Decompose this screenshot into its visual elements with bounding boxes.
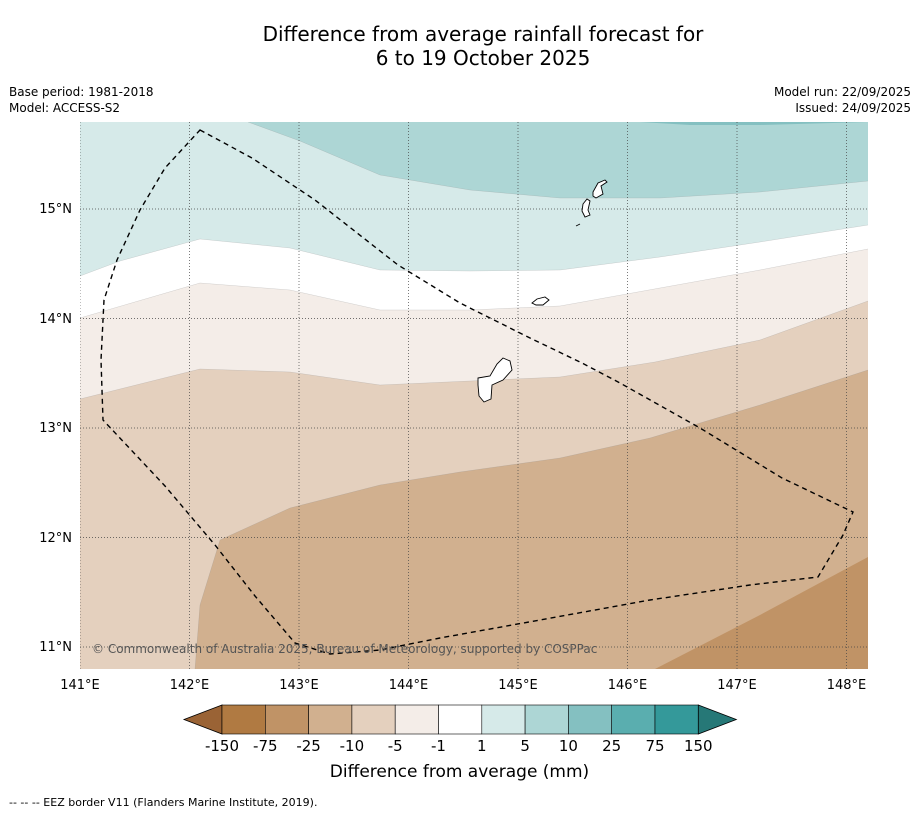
colorbar-tick-label: 1: [477, 737, 487, 755]
colorbar-tick-label: -1: [431, 737, 446, 755]
gridlines: [80, 122, 868, 669]
x-tick-label: 141°E: [60, 678, 100, 693]
colorbar-tick-label: -5: [388, 737, 403, 755]
colorbar-tick-label: 5: [520, 737, 530, 755]
colorbar-tick-label: 75: [645, 737, 664, 755]
contour-band-neg25-neg10: [195, 370, 868, 669]
guam-island: [477, 357, 513, 403]
x-tick-label: 146°E: [608, 678, 648, 693]
x-axis-labels: 141°E 142°E 143°E 144°E 145°E 146°E 147°…: [60, 678, 866, 693]
tinian-island: [581, 198, 591, 218]
y-axis-labels: 15°N 14°N 13°N 12°N 11°N: [39, 202, 72, 655]
colorbar: [182, 704, 738, 735]
contour-band-pos5-pos10: [248, 122, 868, 198]
title-line-1: Difference from average rainfall forecas…: [262, 22, 704, 46]
colorbar-tick-label: 10: [559, 737, 578, 755]
islands: [477, 179, 608, 403]
colorbar-extend-high: [697, 704, 738, 735]
meta-left: Base period: 1981-2018 Model: ACCESS-S2: [9, 84, 154, 116]
y-tick-label: 14°N: [39, 312, 72, 327]
eez-border: [100, 129, 854, 655]
footnote: -- -- -- EEZ border V11 (Flanders Marine…: [9, 796, 318, 809]
colorbar-tick-label: -75: [253, 737, 278, 755]
title-line-2: 6 to 19 October 2025: [375, 46, 591, 70]
colorbar-segment: [438, 704, 483, 735]
x-tick-label: 143°E: [279, 678, 319, 693]
colorbar-segment: [568, 704, 613, 735]
colorbar-labels: -150 -75 -25 -10 -5 -1 1 5 10 25 75 150: [205, 737, 713, 755]
colorbar-segment: [611, 704, 656, 735]
meta-right: Model run: 22/09/2025 Issued: 24/09/2025: [774, 84, 911, 116]
colorbar-tick-label: 25: [602, 737, 621, 755]
contour-band-pos10-pos25: [640, 122, 868, 125]
colorbar-segment: [654, 704, 699, 735]
issued-date: Issued: 24/09/2025: [795, 101, 911, 115]
saipan-island: [592, 179, 608, 199]
colorbar-title: Difference from average (mm): [329, 762, 590, 782]
colorbar-segment: [351, 704, 396, 735]
colorbar-segment: [481, 704, 526, 735]
colorbar-segment: [221, 704, 266, 735]
x-tick-label: 147°E: [717, 678, 757, 693]
contour-band-neg75-neg25: [655, 557, 868, 669]
x-tick-label: 142°E: [170, 678, 210, 693]
rota-island: [531, 296, 550, 306]
colorbar-segment: [264, 704, 309, 735]
colorbar-tick-label: 150: [684, 737, 713, 755]
colorbar-segment: [394, 704, 439, 735]
colorbar-extend-low: [182, 704, 223, 735]
colorbar-tick-label: -10: [340, 737, 365, 755]
x-tick-label: 144°E: [389, 678, 429, 693]
x-tick-label: 145°E: [498, 678, 538, 693]
colorbar-segment: [308, 704, 353, 735]
copyright-text: © Commonwealth of Australia 2025, Bureau…: [92, 642, 597, 656]
aguijan-island: [575, 223, 581, 227]
model-run: Model run: 22/09/2025: [773, 85, 911, 99]
colorbar-tick-label: -150: [205, 737, 239, 755]
x-tick-label: 148°E: [827, 678, 867, 693]
colorbar-tick-label: -25: [296, 737, 321, 755]
colorbar-segment: [524, 704, 569, 735]
rainfall-contours: © Commonwealth of Australia 2025, Bureau…: [80, 122, 868, 669]
y-tick-label: 15°N: [39, 202, 72, 217]
model-name: Model: ACCESS-S2: [9, 101, 121, 115]
y-tick-label: 11°N: [39, 640, 72, 655]
chart-title: Difference from average rainfall forecas…: [0, 22, 919, 70]
y-tick-label: 12°N: [39, 531, 72, 546]
y-tick-label: 13°N: [39, 421, 72, 436]
base-period: Base period: 1981-2018: [9, 85, 154, 99]
